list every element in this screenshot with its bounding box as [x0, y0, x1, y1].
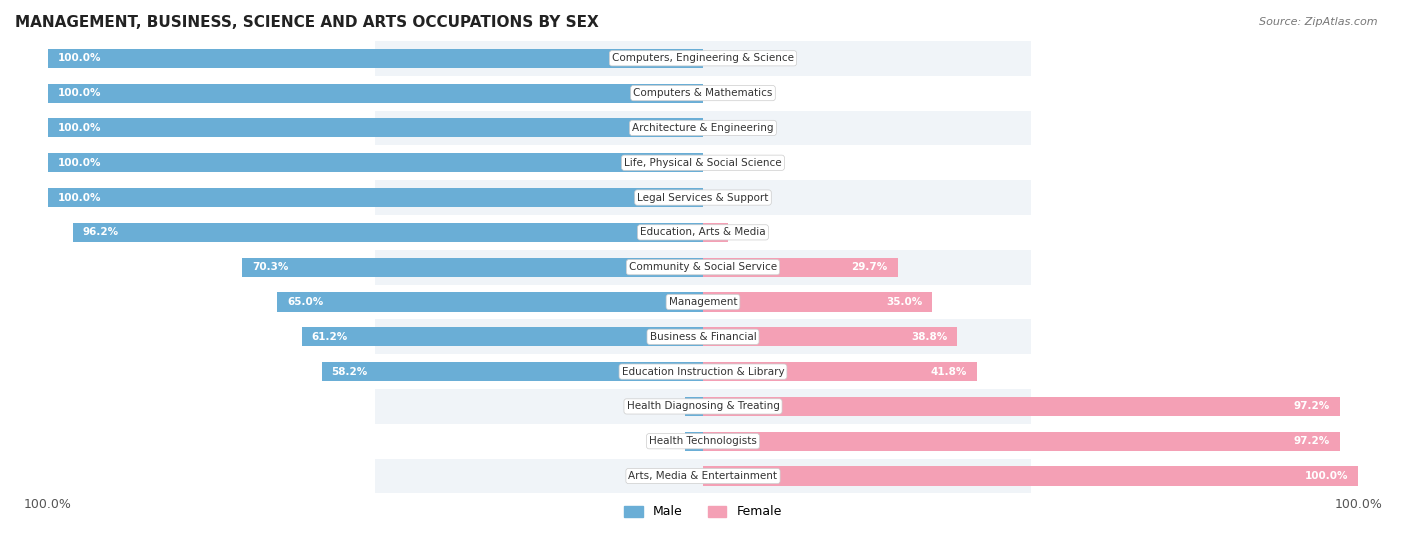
Text: Business & Financial: Business & Financial [650, 332, 756, 342]
Bar [375, 285, 1031, 319]
Text: 29.7%: 29.7% [852, 262, 887, 272]
Text: Computers & Mathematics: Computers & Mathematics [633, 88, 773, 98]
Text: Architecture & Engineering: Architecture & Engineering [633, 123, 773, 133]
Bar [48, 119, 703, 138]
Text: Health Technologists: Health Technologists [650, 436, 756, 446]
Text: Legal Services & Support: Legal Services & Support [637, 192, 769, 202]
Bar [242, 258, 703, 277]
Text: MANAGEMENT, BUSINESS, SCIENCE AND ARTS OCCUPATIONS BY SEX: MANAGEMENT, BUSINESS, SCIENCE AND ARTS O… [15, 15, 599, 30]
Text: Education Instruction & Library: Education Instruction & Library [621, 367, 785, 377]
Bar [48, 49, 703, 68]
Bar [703, 362, 977, 381]
Bar [703, 292, 932, 311]
Bar [703, 327, 957, 347]
Text: 41.8%: 41.8% [931, 367, 967, 377]
Text: 0.0%: 0.0% [710, 123, 735, 133]
Text: Arts, Media & Entertainment: Arts, Media & Entertainment [628, 471, 778, 481]
Bar [322, 362, 703, 381]
Text: 0.0%: 0.0% [710, 88, 735, 98]
Bar [685, 397, 703, 416]
Text: 0.0%: 0.0% [710, 53, 735, 63]
Text: 100.0%: 100.0% [58, 53, 101, 63]
Bar [685, 432, 703, 451]
Bar [277, 292, 703, 311]
Bar [375, 458, 1031, 494]
Text: 3.8%: 3.8% [734, 228, 761, 238]
Bar [375, 75, 1031, 111]
Text: 58.2%: 58.2% [332, 367, 368, 377]
Bar [48, 153, 703, 172]
Text: 70.3%: 70.3% [252, 262, 288, 272]
Bar [375, 250, 1031, 285]
Text: 2.8%: 2.8% [651, 436, 678, 446]
Bar [48, 188, 703, 207]
Text: 38.8%: 38.8% [911, 332, 948, 342]
Bar [375, 424, 1031, 458]
Text: Health Diagnosing & Treating: Health Diagnosing & Treating [627, 401, 779, 411]
Text: 100.0%: 100.0% [58, 192, 101, 202]
Legend: Male, Female: Male, Female [619, 500, 787, 523]
Bar [703, 397, 1340, 416]
Text: Life, Physical & Social Science: Life, Physical & Social Science [624, 158, 782, 168]
Text: Source: ZipAtlas.com: Source: ZipAtlas.com [1260, 17, 1378, 27]
Bar [375, 145, 1031, 180]
Bar [73, 223, 703, 242]
Text: 0.0%: 0.0% [710, 192, 735, 202]
Text: Education, Arts & Media: Education, Arts & Media [640, 228, 766, 238]
Bar [302, 327, 703, 347]
Bar [48, 83, 703, 103]
Bar [375, 180, 1031, 215]
Text: 100.0%: 100.0% [1305, 471, 1348, 481]
Bar [703, 432, 1340, 451]
Bar [375, 319, 1031, 354]
Text: Community & Social Service: Community & Social Service [628, 262, 778, 272]
Text: 97.2%: 97.2% [1294, 401, 1330, 411]
Text: 65.0%: 65.0% [287, 297, 323, 307]
Bar [703, 223, 728, 242]
Bar [375, 41, 1031, 75]
Bar [703, 466, 1358, 486]
Text: 97.2%: 97.2% [1294, 436, 1330, 446]
Text: 96.2%: 96.2% [83, 228, 118, 238]
Text: 0.0%: 0.0% [710, 158, 735, 168]
Text: 2.8%: 2.8% [651, 401, 678, 411]
Text: 100.0%: 100.0% [58, 88, 101, 98]
Text: 100.0%: 100.0% [58, 158, 101, 168]
Bar [375, 389, 1031, 424]
Bar [375, 111, 1031, 145]
Bar [375, 354, 1031, 389]
Text: 35.0%: 35.0% [886, 297, 922, 307]
Text: 61.2%: 61.2% [312, 332, 349, 342]
Bar [703, 258, 897, 277]
Bar [375, 215, 1031, 250]
Text: 0.0%: 0.0% [671, 471, 696, 481]
Text: Computers, Engineering & Science: Computers, Engineering & Science [612, 53, 794, 63]
Text: 100.0%: 100.0% [58, 123, 101, 133]
Text: Management: Management [669, 297, 737, 307]
